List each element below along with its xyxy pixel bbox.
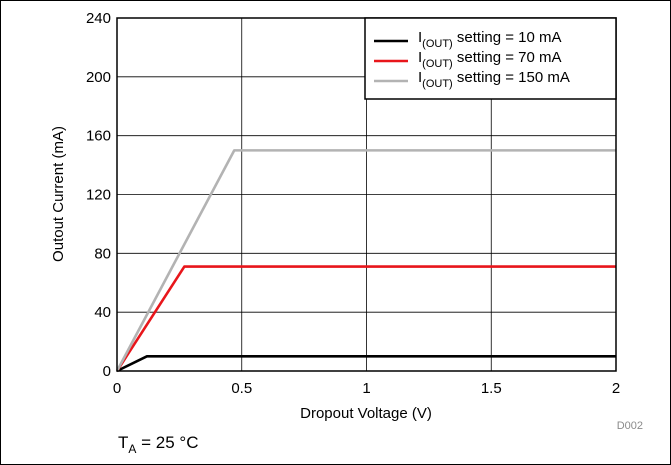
condition-subscript: A — [128, 442, 136, 456]
temperature-condition: TA = 25 °C — [118, 433, 199, 456]
legend-label-2: I(OUT) setting = 70 mA — [418, 49, 562, 70]
x-tick-label: 1.5 — [481, 380, 502, 397]
x-tick-label: 0 — [113, 380, 121, 397]
y-tick-labels: 0 40 80 120 160 200 240 — [86, 10, 111, 380]
legend-subscript: (OUT) — [422, 78, 453, 90]
legend-subscript: (OUT) — [422, 38, 453, 50]
y-tick-label: 0 — [103, 363, 111, 380]
series-line-1 — [116, 354, 616, 373]
series-line-2 — [115, 265, 616, 372]
y-tick-label: 240 — [86, 10, 111, 27]
legend-text: setting = 10 mA — [453, 29, 562, 46]
x-tick-labels: 0 0.5 1 1.5 2 — [113, 380, 620, 397]
y-tick-label: 120 — [86, 187, 111, 204]
legend-label-3: I(OUT) setting = 150 mA — [418, 69, 570, 90]
y-tick-label: 80 — [94, 245, 111, 262]
x-tick-label: 2 — [612, 380, 620, 397]
y-tick-label: 200 — [86, 69, 111, 86]
legend-text: setting = 150 mA — [453, 69, 570, 86]
legend-text: setting = 70 mA — [453, 49, 562, 66]
figure-code: D002 — [617, 420, 643, 432]
y-tick-label: 40 — [94, 304, 111, 321]
y-tick-label: 160 — [86, 128, 111, 145]
series-line-3 — [115, 149, 616, 372]
legend-label-1: I(OUT) setting = 10 mA — [418, 29, 562, 50]
legend-symbol: I — [418, 49, 422, 66]
legend-symbol: I — [418, 29, 422, 46]
legend-symbol: I — [418, 69, 422, 86]
condition-main: T — [118, 433, 128, 452]
x-tick-label: 1 — [362, 380, 370, 397]
legend: I(OUT) setting = 10 mAI(OUT) setting = 7… — [364, 17, 617, 100]
legend-box — [364, 17, 617, 100]
condition-rest: = 25 °C — [136, 433, 198, 452]
x-axis-label: Dropout Voltage (V) — [300, 405, 432, 422]
x-tick-label: 0.5 — [231, 380, 252, 397]
y-axis-label: Outout Current (mA) — [50, 126, 67, 262]
legend-subscript: (OUT) — [422, 58, 453, 70]
series-layer — [115, 149, 616, 373]
